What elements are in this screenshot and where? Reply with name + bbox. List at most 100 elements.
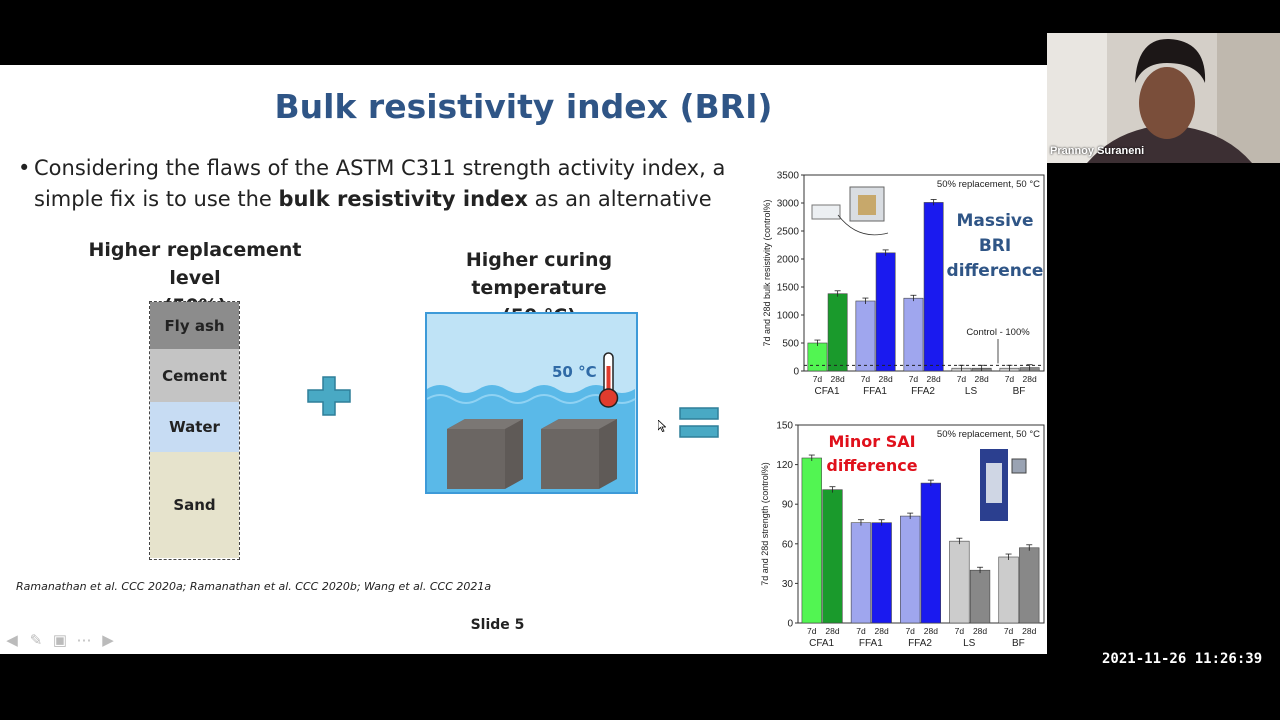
previous-slide-icon[interactable]: ◀ xyxy=(6,632,18,649)
pen-tool-icon[interactable]: ✎ xyxy=(29,632,43,649)
y-tick-label: 1000 xyxy=(777,311,800,322)
age-label: 7d xyxy=(813,374,823,384)
bullet-line-2: simple fix is to use the bulk resistivit… xyxy=(34,187,712,211)
category-label-bf: BF xyxy=(1012,638,1025,649)
age-label: 7d xyxy=(955,626,965,636)
y-tick-label: 3000 xyxy=(777,199,800,210)
reference-citation: Ramanathan et al. CCC 2020a; Ramanathan … xyxy=(16,580,492,593)
bath-temperature-label: 50 °C xyxy=(552,363,597,381)
resistivity-apparatus-icon xyxy=(811,186,889,236)
corner-annotation: 50% replacement, 50 °C xyxy=(937,179,1040,190)
y-tick-label: 60 xyxy=(782,539,794,550)
y-tick-label: 150 xyxy=(776,421,793,432)
y-axis-label: 7d and 28d strength (control%) xyxy=(760,462,770,586)
slide-title: Bulk resistivity index (BRI) xyxy=(274,87,773,126)
age-label: 28d xyxy=(973,626,987,636)
age-label: 28d xyxy=(975,374,989,384)
y-tick-label: 90 xyxy=(782,500,794,511)
age-label: 7d xyxy=(807,626,817,636)
y-tick-label: 1500 xyxy=(777,283,800,294)
layer-sand: Sand xyxy=(150,452,239,558)
plus-icon xyxy=(307,376,351,416)
age-label: 28d xyxy=(924,626,938,636)
bar-ffa1-7d xyxy=(855,300,876,372)
category-label-ls: LS xyxy=(965,386,978,397)
category-label-ffa1: FFA1 xyxy=(859,638,883,649)
mouse-cursor-icon xyxy=(658,420,666,432)
y-tick-label: 500 xyxy=(782,339,799,350)
age-label: 7d xyxy=(957,374,967,384)
y-tick-label: 0 xyxy=(787,619,793,630)
bar-cfa1-7d xyxy=(807,342,828,372)
y-tick-label: 3500 xyxy=(777,171,800,182)
layer-fly-ash: Fly ash xyxy=(150,302,239,349)
bullet-dot: • xyxy=(18,156,31,180)
bar-ffa2-28d xyxy=(920,482,941,624)
recording-timestamp: 2021-11-26 11:26:39 xyxy=(1102,651,1263,667)
bar-bf-28d xyxy=(1019,547,1040,624)
category-label-cfa1: CFA1 xyxy=(809,638,834,649)
bar-ffa1-28d xyxy=(871,522,892,624)
category-label-ffa2: FFA2 xyxy=(908,638,932,649)
age-label: 7d xyxy=(861,374,871,384)
category-label-cfa1: CFA1 xyxy=(815,386,840,397)
y-axis-label: 7d and 28d bulk resistivity (control%) xyxy=(762,199,772,346)
age-label: 7d xyxy=(1005,374,1015,384)
bar-ls-28d xyxy=(969,569,991,624)
age-label: 7d xyxy=(905,626,915,636)
equals-icon xyxy=(679,407,719,438)
bar-cfa1-28d xyxy=(827,293,848,372)
curing-bath: 50 °C xyxy=(425,312,638,494)
category-label-ffa2: FFA2 xyxy=(911,386,935,397)
corner-annotation: 50% replacement, 50 °C xyxy=(937,429,1040,440)
sai-callout-line: Minor SAI xyxy=(828,432,915,451)
age-label: 28d xyxy=(875,626,889,636)
bar-ffa2-7d xyxy=(903,297,924,372)
compression-machine-icon xyxy=(980,449,1027,521)
bri-bar-chart: 0 500 1000 1500 2000 2500 3000 3500 7d and 28d b… xyxy=(758,169,1047,401)
bar-ffa2-28d xyxy=(923,202,944,372)
category-label-ls: LS xyxy=(963,638,976,649)
bar-cfa1-7d xyxy=(801,457,822,624)
slide-number: Slide 5 xyxy=(470,617,525,633)
bar-ffa1-7d xyxy=(850,522,872,624)
y-tick-label: 30 xyxy=(782,579,794,590)
age-label: 28d xyxy=(927,374,941,384)
strength-bar-chart: 0 30 60 90 120 150 7d and 28d strength (contro… xyxy=(758,419,1047,653)
bri-callout-line: difference xyxy=(947,261,1044,281)
age-label: 7d xyxy=(856,626,866,636)
age-label: 28d xyxy=(831,374,845,384)
bullet-bold: bulk resistivity index xyxy=(278,187,528,211)
age-label: 28d xyxy=(879,374,893,384)
slide-overview-icon[interactable]: ▣ xyxy=(52,632,68,649)
slide-nav-toolbar: ◀ ✎ ▣ ⋯ ▶ xyxy=(2,631,118,651)
participant-video[interactable]: Prannoy Suraneni xyxy=(1047,33,1280,163)
control-annotation: Control - 100% xyxy=(966,327,1030,338)
presentation-slide: Bulk resistivity index (BRI) • Consideri… xyxy=(0,65,1047,654)
age-label: 28d xyxy=(1022,626,1036,636)
category-label-ffa1: FFA1 xyxy=(863,386,887,397)
age-label: 28d xyxy=(1023,374,1037,384)
bullet-point: • Considering the flaws of the ASTM C311… xyxy=(18,153,748,215)
concrete-cube-2 xyxy=(541,419,617,489)
y-tick-label: 0 xyxy=(793,367,799,378)
age-label: 7d xyxy=(1004,626,1014,636)
age-label: 28d xyxy=(825,626,839,636)
bar-cfa1-28d xyxy=(822,489,843,624)
next-slide-icon[interactable]: ▶ xyxy=(102,632,114,649)
bar-ffa2-7d xyxy=(900,515,921,624)
bar-bf-7d xyxy=(998,556,1019,624)
more-options-icon[interactable]: ⋯ xyxy=(76,632,92,649)
bar-ffa1-28d xyxy=(875,252,896,372)
mix-proportion-stack: Fly ash Cement Water Sand xyxy=(149,301,240,560)
y-tick-label: 2000 xyxy=(777,255,800,266)
bar-ls-7d xyxy=(949,540,970,624)
concrete-cube-1 xyxy=(447,419,523,489)
participant-name: Prannoy Suraneni xyxy=(1050,145,1145,157)
layer-cement: Cement xyxy=(150,349,239,402)
bri-callout-line: Massive xyxy=(956,211,1033,231)
sai-callout-line: difference xyxy=(826,456,917,475)
layer-water: Water xyxy=(150,402,239,452)
category-label-bf: BF xyxy=(1013,386,1026,397)
age-label: 7d xyxy=(909,374,919,384)
